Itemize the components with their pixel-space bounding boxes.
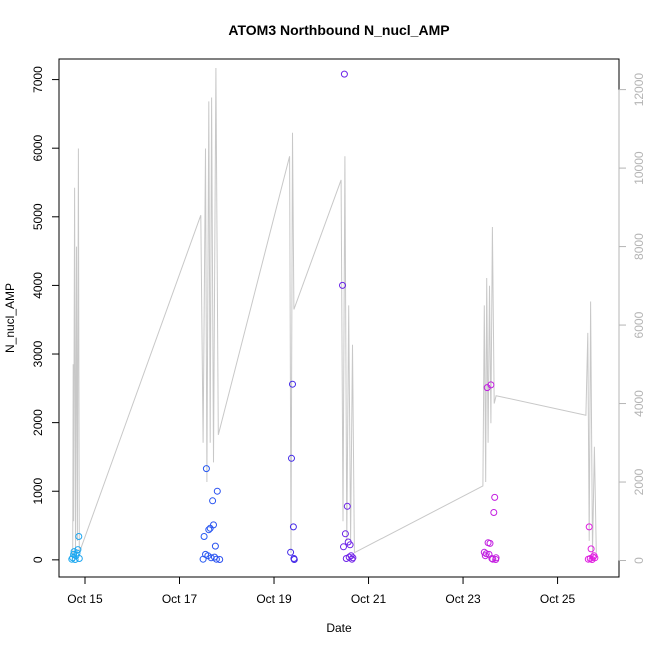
x-tick-label: Oct 19 bbox=[256, 592, 292, 606]
x-tick-label: Oct 21 bbox=[351, 592, 387, 606]
x-tick-label: Oct 15 bbox=[67, 592, 103, 606]
data-point bbox=[340, 543, 347, 551]
data-point bbox=[340, 70, 348, 78]
series-line-layer bbox=[72, 67, 597, 561]
x-tick-label: Oct 25 bbox=[540, 592, 576, 606]
data-point bbox=[75, 533, 83, 540]
data-point bbox=[349, 554, 357, 562]
data-point bbox=[205, 526, 213, 534]
data-point bbox=[71, 556, 79, 563]
y2-tick-label: 12000 bbox=[632, 73, 646, 107]
y-tick-label: 6000 bbox=[31, 135, 45, 162]
y-tick-label: 5000 bbox=[31, 203, 45, 230]
y2-tick-label: 6000 bbox=[632, 311, 646, 338]
data-point bbox=[343, 502, 351, 510]
point-layer bbox=[68, 70, 599, 563]
data-point bbox=[591, 554, 599, 562]
y2-tick-label: 2000 bbox=[632, 468, 646, 495]
data-point bbox=[482, 550, 490, 558]
data-point bbox=[200, 533, 208, 540]
data-point bbox=[488, 555, 496, 562]
data-point bbox=[210, 521, 217, 529]
x-tick-label: Oct 17 bbox=[162, 592, 198, 606]
data-point bbox=[347, 552, 355, 560]
data-point bbox=[289, 523, 297, 531]
data-point bbox=[339, 281, 346, 289]
series-line bbox=[72, 67, 597, 561]
data-point bbox=[202, 465, 210, 473]
data-point bbox=[492, 554, 500, 562]
data-point bbox=[68, 555, 76, 563]
plot-box bbox=[58, 58, 620, 578]
y-tick-label: 0 bbox=[31, 556, 45, 563]
data-point bbox=[74, 546, 82, 554]
data-point bbox=[289, 380, 296, 388]
data-point bbox=[486, 539, 494, 547]
data-point bbox=[75, 555, 83, 562]
y-tick-label: 7000 bbox=[31, 66, 45, 93]
y-axis-label: N_nucl_AMP bbox=[3, 283, 17, 353]
y2-tick-label: 10000 bbox=[632, 151, 646, 185]
y-tick-label: 2000 bbox=[31, 409, 45, 436]
data-point bbox=[212, 555, 220, 563]
data-point bbox=[213, 487, 221, 495]
data-point bbox=[206, 524, 214, 532]
x-tick-label: Oct 23 bbox=[445, 592, 481, 606]
y2-tick-label: 8000 bbox=[632, 233, 646, 260]
data-point bbox=[487, 381, 495, 389]
data-point bbox=[489, 555, 497, 563]
y2-tick-label: 4000 bbox=[632, 390, 646, 417]
data-point bbox=[585, 523, 593, 531]
data-point bbox=[348, 555, 356, 563]
data-point bbox=[341, 530, 349, 538]
data-point bbox=[346, 541, 354, 549]
data-point bbox=[209, 497, 217, 505]
chart-title: ATOM3 Northbound N_nucl_AMP bbox=[228, 22, 449, 38]
data-point bbox=[288, 454, 295, 462]
axis-layer: Oct 15 Oct 17 Oct 19 Oct 21 Oct 23 Oct 25 0 100… bbox=[31, 58, 646, 606]
data-point bbox=[491, 493, 499, 501]
data-point bbox=[216, 556, 224, 563]
y-tick-label: 1000 bbox=[31, 478, 45, 505]
data-point bbox=[490, 509, 498, 516]
y-tick-label: 3000 bbox=[31, 340, 45, 367]
data-point bbox=[587, 545, 595, 553]
data-point bbox=[211, 542, 219, 550]
x-axis-label: Date bbox=[326, 621, 352, 635]
data-point bbox=[207, 554, 215, 562]
y-tick-label: 4000 bbox=[31, 272, 45, 299]
data-point bbox=[287, 548, 295, 556]
data-point bbox=[290, 556, 298, 563]
y2-tick-label: 0 bbox=[632, 557, 646, 564]
